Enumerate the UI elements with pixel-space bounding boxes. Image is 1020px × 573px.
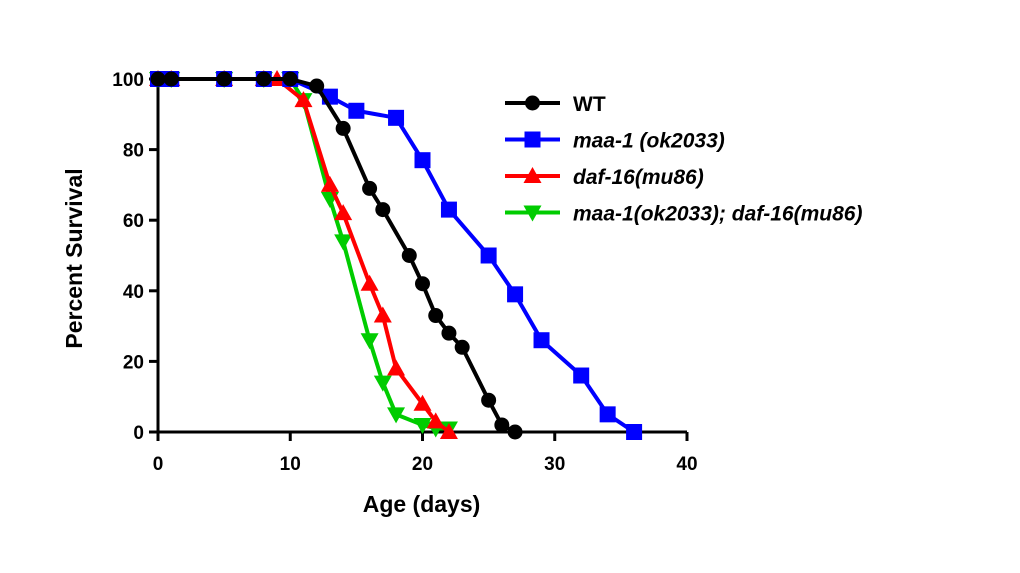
y-tick-label: 40 bbox=[123, 282, 144, 303]
legend-item: maa-1 (ok2033) bbox=[505, 130, 725, 153]
data-point bbox=[401, 248, 417, 263]
data-point bbox=[426, 412, 445, 429]
x-tick-label: 40 bbox=[676, 454, 697, 475]
data-point bbox=[320, 175, 339, 192]
data-point bbox=[163, 71, 179, 87]
data-point bbox=[441, 325, 457, 341]
data-point bbox=[439, 423, 458, 439]
data-point bbox=[454, 339, 470, 355]
y-tick-label: 100 bbox=[112, 70, 144, 91]
series-layer bbox=[149, 70, 643, 440]
data-point bbox=[294, 91, 313, 108]
data-point bbox=[599, 406, 616, 423]
data-point bbox=[334, 234, 353, 251]
data-point bbox=[387, 359, 406, 376]
y-tick-label: 0 bbox=[133, 423, 144, 444]
legend-label: daf-16(mu86) bbox=[573, 166, 704, 189]
data-point bbox=[480, 247, 497, 264]
x-axis-title: Age (days) bbox=[363, 491, 481, 517]
data-point bbox=[375, 202, 391, 218]
data-point bbox=[573, 367, 590, 384]
x-tick-label: 30 bbox=[544, 454, 565, 475]
data-point bbox=[481, 392, 497, 408]
legend-marker bbox=[523, 205, 542, 222]
data-point bbox=[414, 152, 431, 169]
legend-item: daf-16(mu86) bbox=[505, 166, 704, 189]
x-tick-label: 20 bbox=[412, 454, 433, 475]
data-point bbox=[360, 274, 379, 291]
data-point bbox=[415, 276, 430, 292]
data-point bbox=[373, 306, 392, 323]
data-point bbox=[387, 407, 406, 424]
legend-label: maa-1(ok2033); daf-16(mu86) bbox=[573, 203, 862, 226]
legend: WT maa-1 (ok2033) daf-16(mu86) maa-1(ok2033… bbox=[505, 93, 862, 226]
data-point bbox=[507, 286, 524, 303]
legend-marker bbox=[523, 167, 542, 183]
data-point bbox=[216, 71, 232, 87]
data-point bbox=[309, 78, 325, 94]
data-point bbox=[413, 394, 432, 411]
data-point bbox=[150, 71, 166, 87]
data-point bbox=[360, 333, 379, 350]
data-point bbox=[348, 102, 365, 119]
x-tick-label: 0 bbox=[153, 454, 164, 475]
series-1 bbox=[150, 71, 643, 440]
data-point bbox=[373, 375, 392, 392]
legend-label: maa-1 (ok2033) bbox=[573, 130, 725, 153]
y-ticks: 0 20 40 60 80 100 bbox=[112, 70, 158, 444]
data-point bbox=[494, 417, 510, 433]
x-tick-label: 10 bbox=[280, 454, 301, 475]
y-axis-title: Percent Survival bbox=[61, 168, 87, 348]
legend-marker bbox=[524, 131, 541, 148]
legend-marker bbox=[525, 95, 540, 111]
series-line bbox=[158, 77, 636, 434]
data-point bbox=[440, 201, 457, 218]
data-point bbox=[428, 308, 444, 324]
legend-item: maa-1(ok2033); daf-16(mu86) bbox=[505, 203, 862, 226]
x-ticks: 0 10 20 30 40 bbox=[153, 432, 698, 475]
data-point bbox=[507, 424, 523, 440]
data-point bbox=[335, 120, 351, 136]
data-point bbox=[626, 424, 643, 440]
data-point bbox=[362, 180, 378, 196]
data-point bbox=[388, 109, 405, 126]
y-tick-label: 20 bbox=[123, 352, 144, 373]
y-tick-label: 60 bbox=[123, 211, 144, 232]
legend-label: WT bbox=[573, 93, 606, 116]
data-point bbox=[256, 71, 272, 87]
data-point bbox=[334, 204, 353, 221]
series-0 bbox=[150, 71, 523, 440]
data-point bbox=[533, 332, 550, 349]
data-point bbox=[282, 71, 298, 87]
legend-item: WT bbox=[505, 93, 606, 116]
y-tick-label: 80 bbox=[123, 141, 144, 162]
